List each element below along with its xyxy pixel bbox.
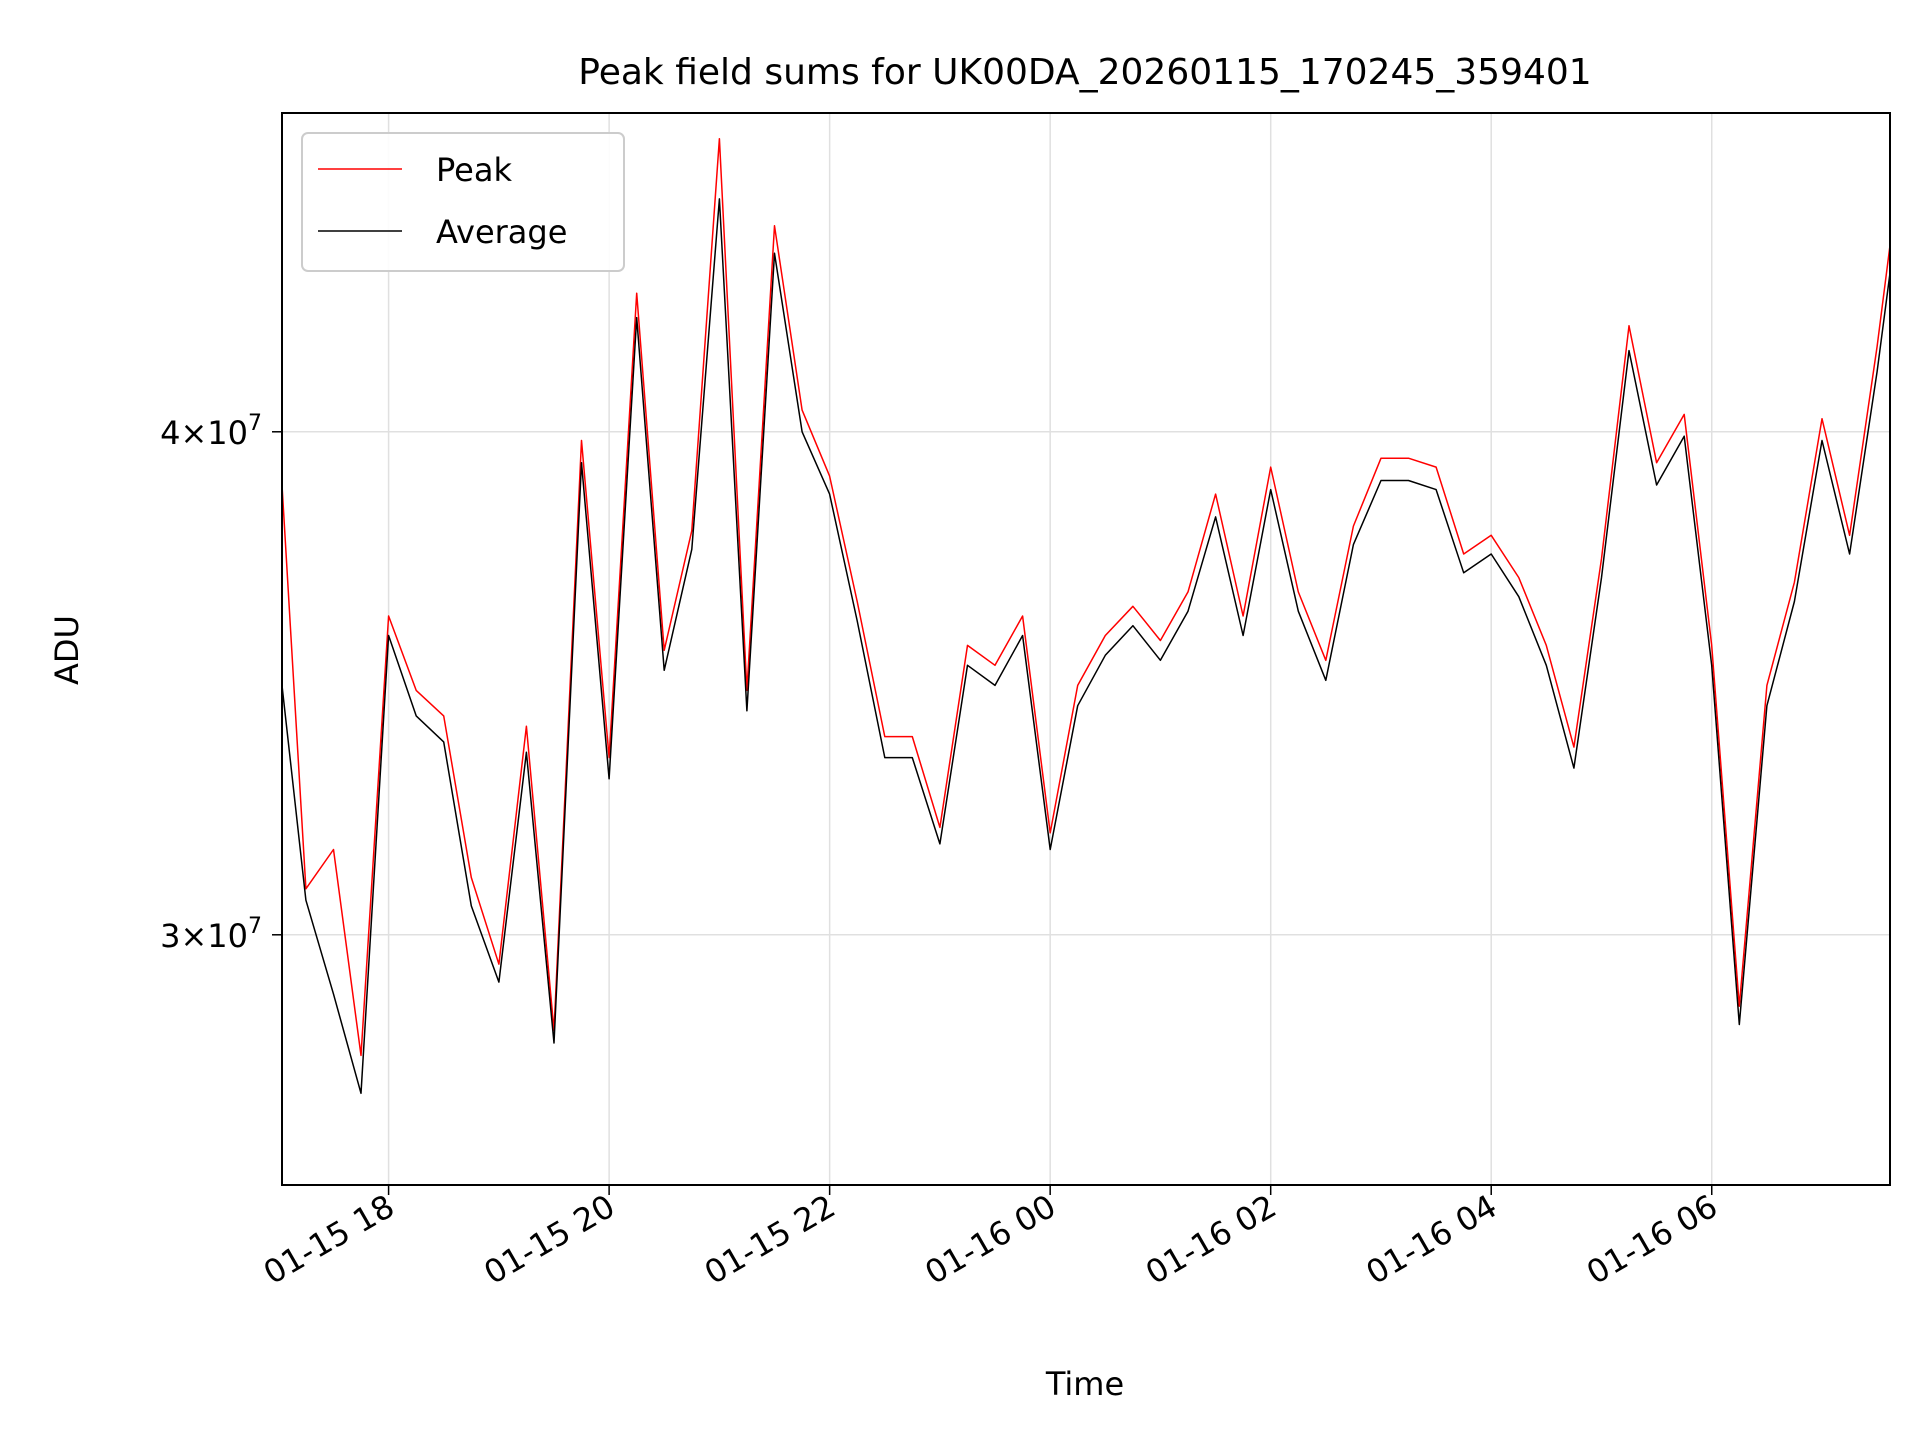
chart-title: Peak field sums for UK00DA_20260115_1702… <box>578 52 1591 93</box>
y-axis: 3×107 4×107 <box>160 411 282 955</box>
y-tick-label: 4×107 <box>160 411 262 452</box>
legend-label-peak: Peak <box>436 151 512 189</box>
series-layer <box>281 137 1891 1095</box>
legend: Peak Average <box>301 132 625 272</box>
grid <box>282 113 1890 1185</box>
y-tick-label: 3×107 <box>160 914 262 955</box>
y-axis-label: ADU <box>48 615 86 685</box>
legend-label-average: Average <box>436 213 567 251</box>
plot-frame <box>281 112 1891 1186</box>
legend-box <box>301 132 625 272</box>
x-axis-label: Time <box>1045 1365 1124 1403</box>
series-line-average <box>281 198 1891 1095</box>
series-line-peak <box>281 137 1891 1057</box>
